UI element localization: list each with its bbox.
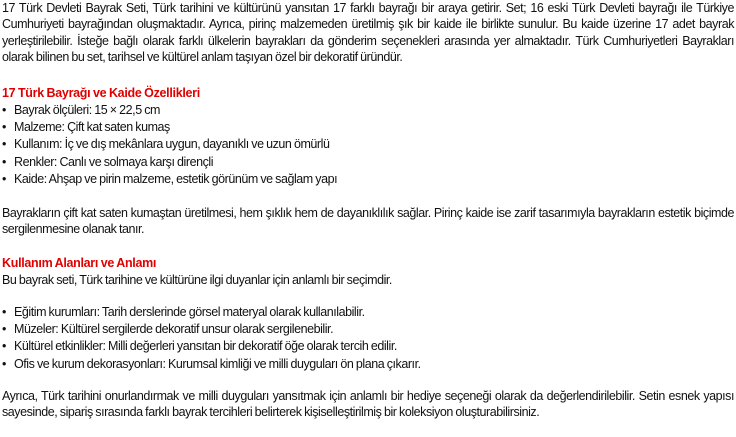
usage-intro: Bu bayrak seti, Türk tarihine ve kültürü… xyxy=(2,273,392,287)
intro-paragraph: 17 Türk Devleti Bayrak Seti, Türk tarihi… xyxy=(2,1,734,65)
features-paragraph: Bayrakların çift kat saten kumaştan üret… xyxy=(2,206,734,237)
list-item: Müzeler: Kültürel sergilerde dekoratif u… xyxy=(2,321,421,338)
closing-paragraph: Ayrıca, Türk tarihini onurlandırmak ve m… xyxy=(2,389,734,420)
list-item: Kültürel etkinlikler: Milli değerleri ya… xyxy=(2,338,421,355)
list-item: Renkler: Canlı ve solmaya karşı dirençli xyxy=(2,154,337,171)
list-item: Ofis ve kurum dekorasyonları: Kurumsal k… xyxy=(2,356,421,373)
features-heading: 17 Türk Bayrağı ve Kaide Özellikleri xyxy=(2,86,200,100)
list-item: Bayrak ölçüleri: 15 × 22,5 cm xyxy=(2,102,337,119)
usage-list: Eğitim kurumları: Tarih derslerinde görs… xyxy=(2,304,421,373)
list-item: Malzeme: Çift kat saten kumaş xyxy=(2,119,337,136)
features-list: Bayrak ölçüleri: 15 × 22,5 cm Malzeme: Ç… xyxy=(2,102,338,188)
list-item: Kaide: Ahşap ve pirin malzeme, estetik g… xyxy=(2,171,338,188)
list-item: Eğitim kurumları: Tarih derslerinde görs… xyxy=(2,304,421,321)
usage-heading: Kullanım Alanları ve Anlamı xyxy=(2,256,157,270)
list-item: Kullanım: İç ve dış mekânlara uygun, day… xyxy=(2,136,337,153)
